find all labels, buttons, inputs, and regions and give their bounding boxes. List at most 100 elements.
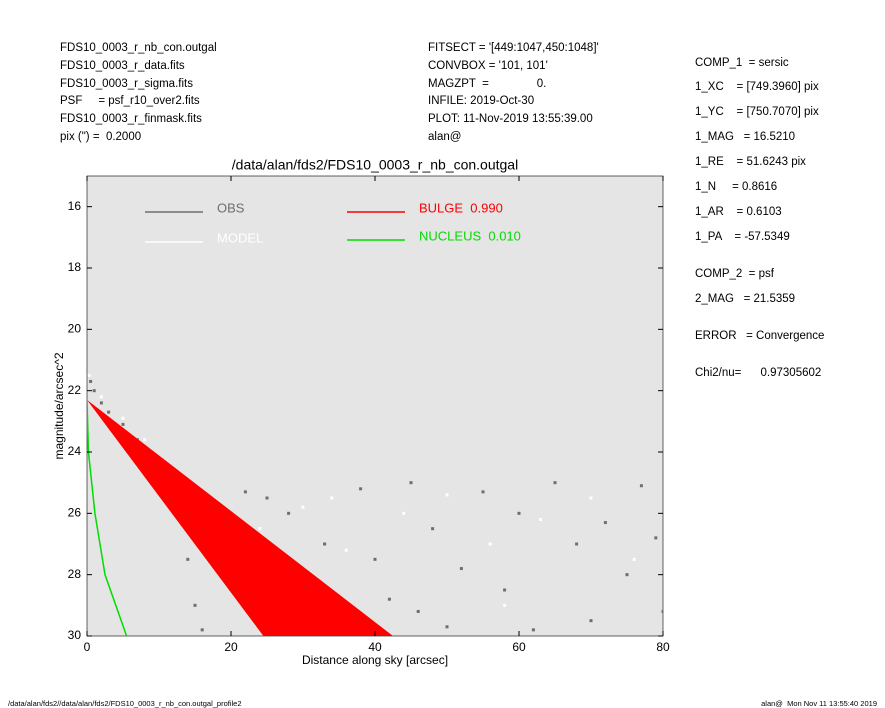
header-line: FDS10_0003_r_sigma.fits <box>60 77 193 90</box>
data-point <box>661 609 663 613</box>
legend-label: MODEL <box>217 230 263 245</box>
data-point <box>531 628 535 632</box>
footer-left: /data/alan/fds2//data/alan/fds2/FDS10_00… <box>8 699 242 708</box>
legend-label: OBS <box>217 200 245 215</box>
data-point <box>589 619 593 623</box>
header-line: FDS10_0003_r_finmask.fits <box>60 113 202 126</box>
data-point <box>416 609 420 613</box>
data-point <box>459 567 463 571</box>
chart-title: /data/alan/fds2/FDS10_0003_r_nb_con.outg… <box>232 157 518 173</box>
data-point <box>539 517 543 521</box>
data-point <box>92 389 96 393</box>
data-point <box>503 588 507 592</box>
data-point <box>654 536 658 540</box>
data-point <box>107 410 111 414</box>
x-tick-label: 20 <box>224 640 238 654</box>
data-point <box>121 422 125 426</box>
param-line: 2_MAG = 21.5359 <box>695 293 796 305</box>
param-line: 1_YC = [750.7070] pix <box>695 106 819 118</box>
bulge-band <box>87 399 393 636</box>
data-point <box>445 625 449 629</box>
param-line: 1_XC = [749.3960] pix <box>695 81 819 93</box>
legend-label: BULGE 0.990 <box>419 200 503 215</box>
param-line: ERROR = Convergence <box>695 330 825 342</box>
data-point <box>503 603 507 607</box>
data-point <box>488 542 492 546</box>
plot-area <box>86 175 664 637</box>
data-point <box>445 493 449 497</box>
data-point <box>265 496 269 500</box>
header-line: FDS10_0003_r_data.fits <box>60 59 185 72</box>
data-point <box>193 603 197 607</box>
data-point <box>301 505 305 509</box>
y-tick-label: 20 <box>68 322 82 336</box>
header-left: FDS10_0003_r_nb_con.outgal FDS10_0003_r_d… <box>60 40 217 147</box>
data-point <box>243 490 247 494</box>
header-line: pix (") = 0.2000 <box>60 130 142 143</box>
data-point <box>639 484 643 488</box>
data-point <box>323 542 327 546</box>
x-tick-label: 40 <box>368 640 382 654</box>
data-point <box>287 511 291 515</box>
header-line: INFILE: 2019-Oct-30 <box>428 95 535 108</box>
data-point <box>553 481 557 485</box>
plot-marks <box>87 373 663 636</box>
x-tick-label: 80 <box>656 640 670 654</box>
header-line: PSF = psf_r10_over2.fits <box>60 95 200 108</box>
x-axis-label: Distance along sky [arcsec] <box>302 653 448 667</box>
data-point <box>373 557 377 561</box>
data-point <box>99 401 103 405</box>
param-line: 1_MAG = 16.5210 <box>695 131 796 143</box>
legend-label: NUCLEUS 0.010 <box>419 228 521 243</box>
y-tick-label: 24 <box>68 444 82 458</box>
y-axis-label: magnitude/arcsec^2 <box>52 352 66 459</box>
data-point <box>99 395 103 399</box>
y-tick-label: 18 <box>68 260 82 274</box>
header-line: PLOT: 11-Nov-2019 13:55:39.00 <box>428 113 593 126</box>
header-line: CONVBOX = '101, 101' <box>428 59 548 72</box>
x-tick-label: 60 <box>512 640 526 654</box>
data-point <box>186 557 190 561</box>
data-point <box>344 548 348 552</box>
param-line: 1_RE = 51.6243 pix <box>695 156 806 168</box>
y-tick-label: 28 <box>68 567 82 581</box>
data-point <box>359 487 363 491</box>
data-point <box>632 557 636 561</box>
data-point <box>200 628 204 632</box>
data-point <box>387 597 391 601</box>
y-tick-label: 16 <box>68 199 82 213</box>
data-point <box>517 511 521 515</box>
param-line: COMP_1 = sersic <box>695 57 789 69</box>
data-point <box>481 490 485 494</box>
data-point <box>87 373 91 377</box>
param-line: COMP_2 = psf <box>695 268 774 280</box>
header-line: MAGZPT = 0. <box>428 77 547 90</box>
y-tick-label: 30 <box>68 628 82 642</box>
header-line: FDS10_0003_r_nb_con.outgal <box>60 42 217 54</box>
y-tick-label: 26 <box>68 506 82 520</box>
data-point <box>625 573 629 577</box>
param-line: Chi2/nu= 0.97305602 <box>695 367 822 379</box>
header-line: FITSECT = '[449:1047,450:1048]' <box>428 42 599 54</box>
param-line: 1_AR = 0.6103 <box>695 206 782 218</box>
header-middle: FITSECT = '[449:1047,450:1048]' CONVBOX =… <box>428 40 599 147</box>
header-line: alan@ <box>428 130 462 143</box>
data-point <box>258 527 262 531</box>
footer-right: alan@ Mon Nov 11 13:55:40 2019 <box>761 699 877 708</box>
data-point <box>143 438 147 442</box>
param-line: 1_PA = -57.5349 <box>695 231 790 243</box>
data-point <box>121 416 125 420</box>
data-point <box>603 521 607 525</box>
data-point <box>402 511 406 515</box>
x-tick-label: 0 <box>84 640 91 654</box>
param-line: 1_N = 0.8616 <box>695 181 778 193</box>
data-point <box>330 496 334 500</box>
data-point <box>409 481 413 485</box>
data-point <box>575 542 579 546</box>
data-point <box>89 379 93 383</box>
nucleus-line <box>87 399 128 636</box>
data-point <box>431 527 435 531</box>
data-point <box>589 496 593 500</box>
